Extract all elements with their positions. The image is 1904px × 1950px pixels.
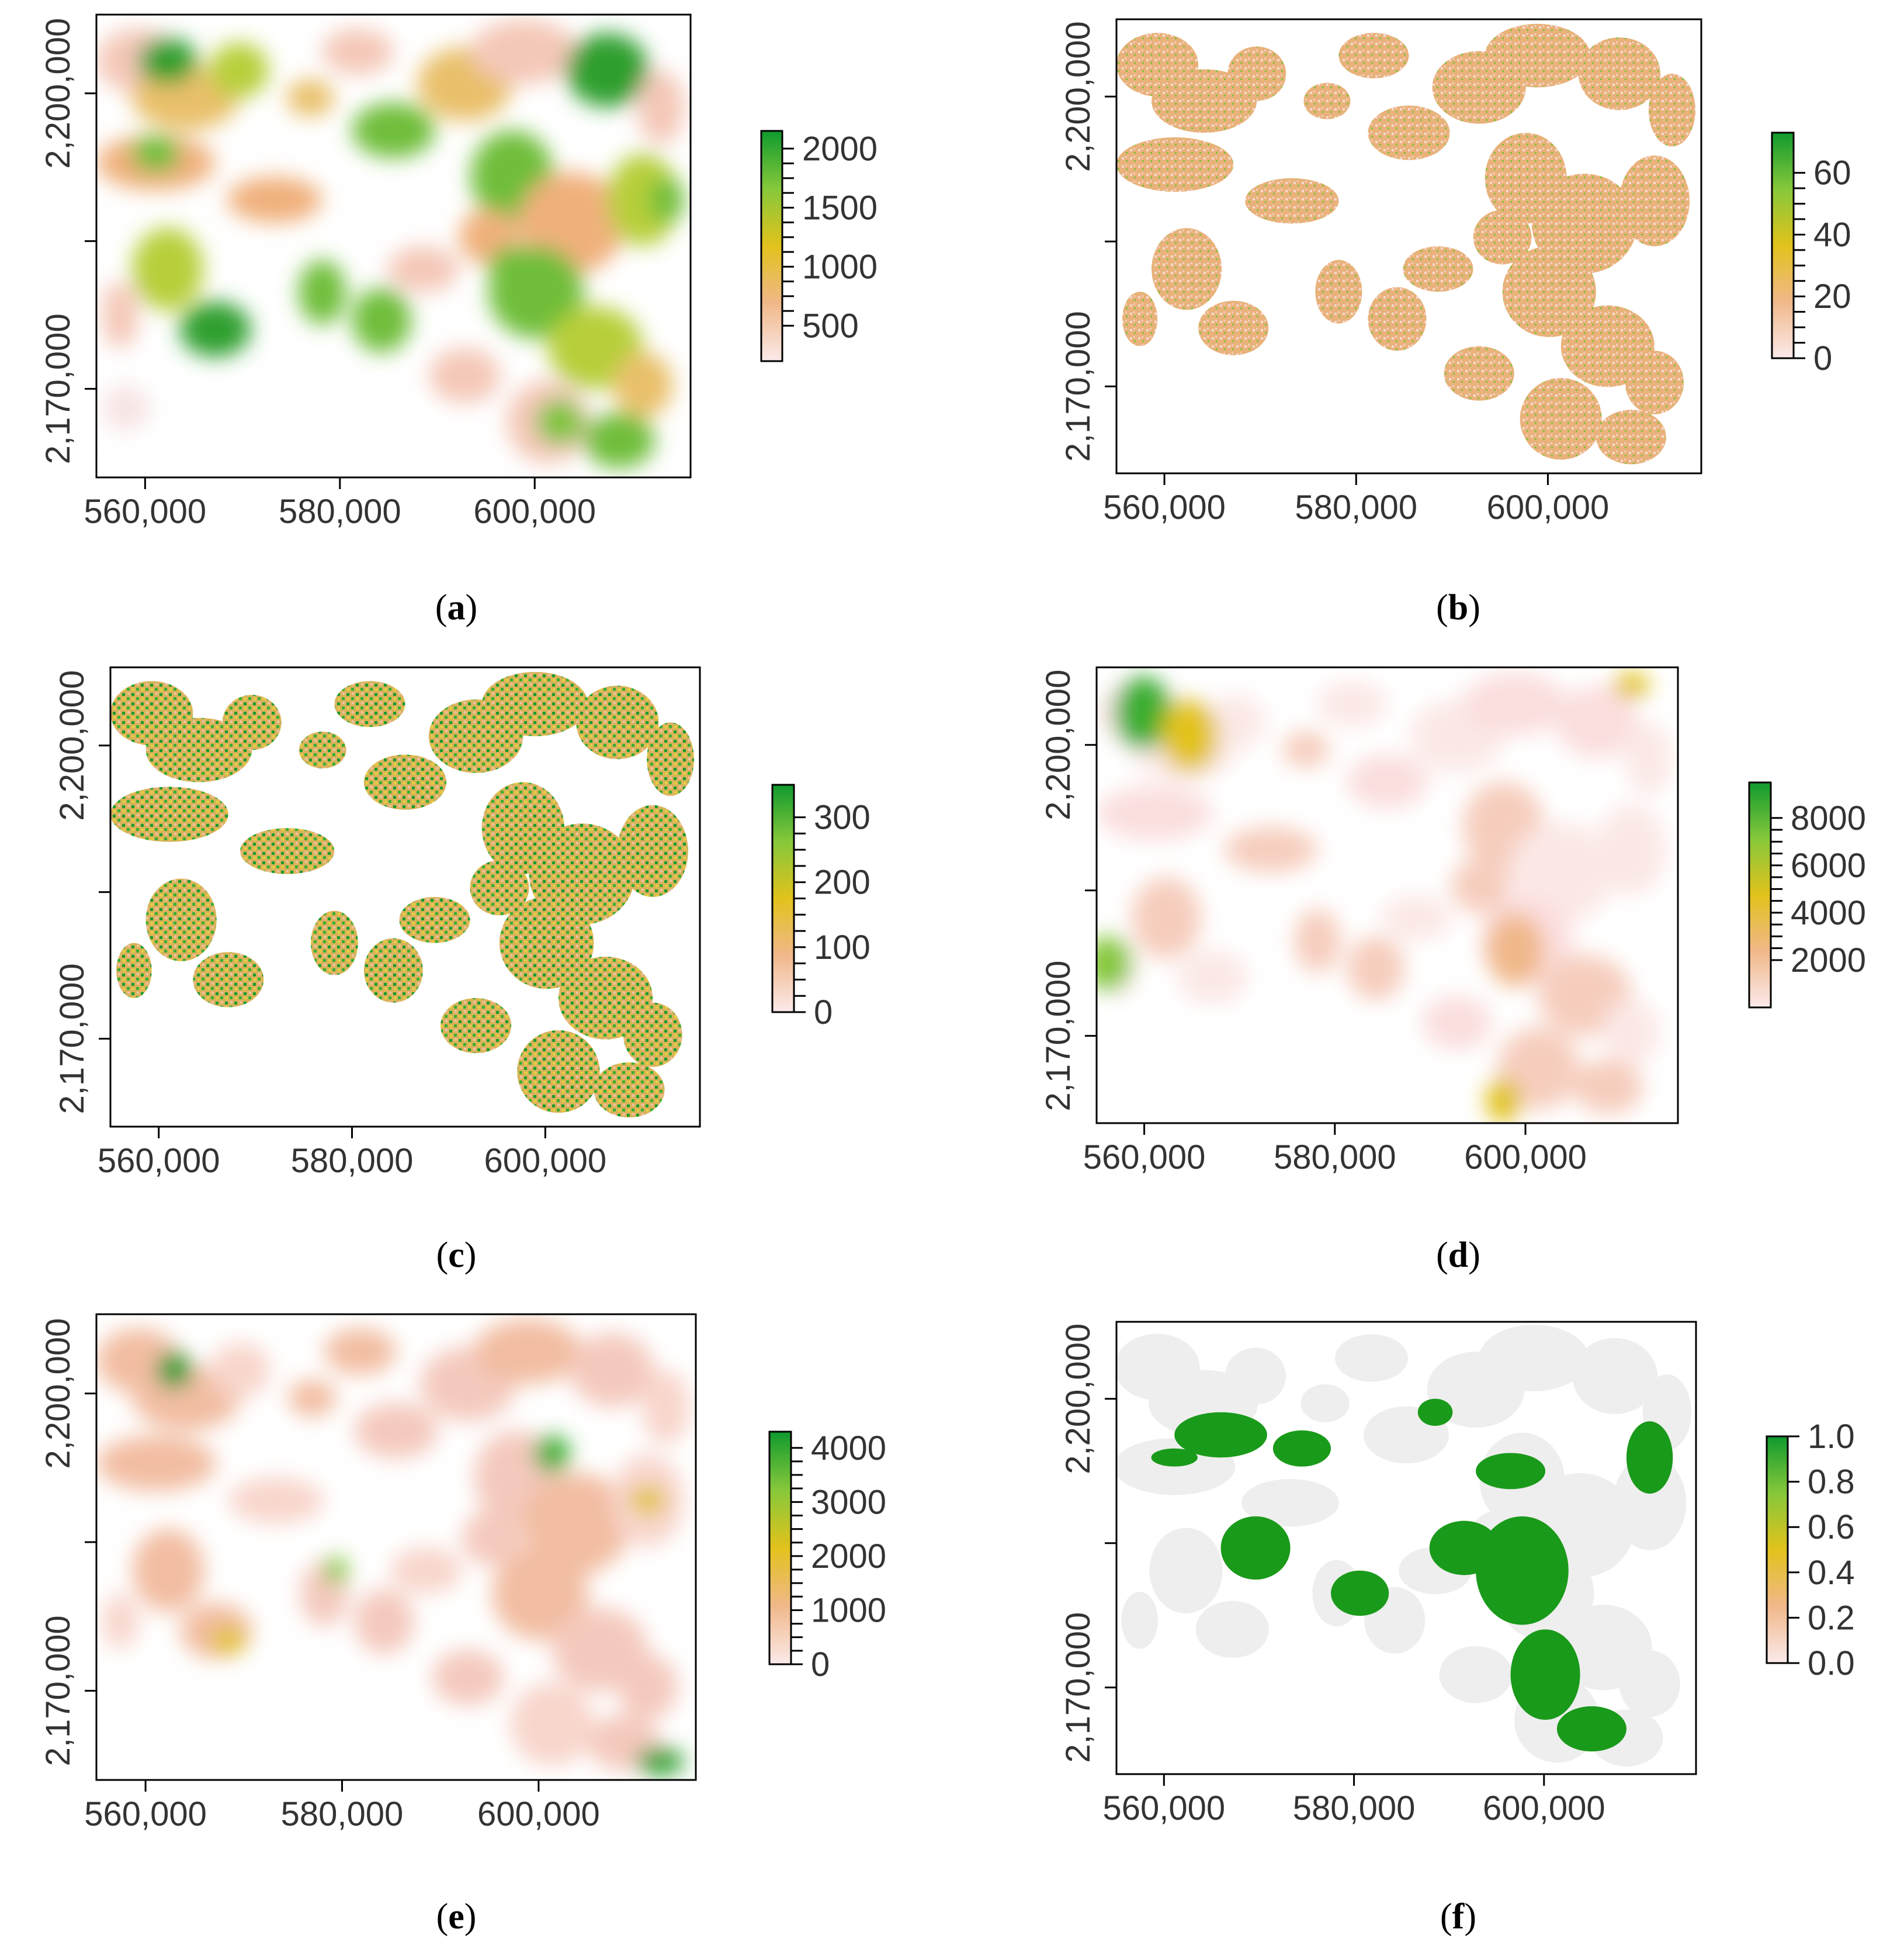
raster-e	[96, 1314, 696, 1780]
x-tick-label-d-2: 600,000	[1464, 1138, 1587, 1176]
y-tick-label-c-1: 2,200,000	[53, 670, 91, 821]
legend-label-a-1: 1000	[802, 248, 878, 286]
legend-label-f-3: 0.6	[1808, 1508, 1855, 1546]
map-frame-e	[95, 1313, 697, 1781]
legend-label-b-3: 60	[1813, 154, 1851, 192]
x-tick-label-a-1: 580,000	[279, 493, 401, 531]
legend-label-c-0: 0	[814, 993, 833, 1031]
map-frame-a	[95, 13, 692, 479]
legend-label-e-1: 1000	[811, 1591, 886, 1629]
y-tick-label-e-1: 2,200,000	[39, 1318, 77, 1469]
legend-label-e-4: 4000	[811, 1429, 886, 1467]
y-tick-label-b-1: 2,200,000	[1059, 21, 1097, 172]
raster-d	[1097, 667, 1678, 1123]
x-tick-label-c-2: 600,000	[484, 1142, 607, 1180]
map-frame-b	[1115, 18, 1702, 474]
y-tick-label-c-0: 2,170,000	[53, 963, 91, 1114]
legend-label-d-1: 4000	[1791, 894, 1866, 932]
legend-label-e-0: 0	[811, 1646, 830, 1684]
legend-label-b-0: 0	[1813, 340, 1832, 377]
legend-label-f-4: 0.8	[1808, 1463, 1855, 1501]
legend-label-a-3: 2000	[802, 130, 878, 168]
legend-label-b-2: 40	[1813, 216, 1851, 254]
panel-label-f: (f)	[1440, 1897, 1476, 1937]
panel-label-e: (e)	[436, 1897, 477, 1937]
map-frame-f	[1115, 1321, 1697, 1775]
x-tick-label-a-2: 600,000	[473, 493, 596, 531]
legend-label-d-3: 8000	[1791, 799, 1866, 837]
x-tick-label-e-0: 560,000	[84, 1795, 207, 1833]
y-tick-label-f-0: 2,170,000	[1059, 1612, 1097, 1763]
legend-bar-b	[1771, 131, 1795, 359]
y-tick-label-a-1: 2,200,000	[39, 18, 77, 169]
legend-bar-d	[1748, 781, 1772, 1009]
legend-bar-a	[760, 130, 783, 362]
y-tick-label-b-0: 2,170,000	[1059, 311, 1097, 462]
map-frame-c	[109, 666, 701, 1128]
panel-f: 560,000 580,000 600,000 2,170,000 2,200,000 0…	[1059, 1321, 1855, 1937]
y-tick-label-d-0: 2,170,000	[1039, 961, 1077, 1111]
legend-label-f-1: 0.2	[1808, 1599, 1855, 1637]
legend-label-c-2: 200	[814, 864, 871, 902]
legend-label-d-0: 2000	[1791, 941, 1866, 979]
raster-f	[1116, 1322, 1696, 1774]
x-tick-label-f-2: 600,000	[1483, 1789, 1605, 1827]
panel-c: 560,000 580,000 600,000 2,170,000 2,200,000 0…	[53, 666, 871, 1275]
legend-label-c-3: 300	[814, 799, 871, 837]
y-tick-label-a-0: 2,170,000	[39, 313, 77, 464]
panel-e: 560,000 580,000 600,000 2,170,000 2,200,000 0…	[39, 1313, 886, 1937]
x-tick-label-b-0: 560,000	[1103, 489, 1226, 527]
x-tick-label-d-0: 560,000	[1083, 1138, 1206, 1176]
x-tick-label-d-1: 580,000	[1274, 1138, 1396, 1176]
legend-label-b-1: 20	[1813, 278, 1851, 316]
panel-b: 560,000 580,000 600,000 2,170,000 2,200,000 0…	[1059, 18, 1851, 628]
legend-bar-c	[771, 784, 795, 1013]
legend-label-f-2: 0.4	[1808, 1554, 1855, 1592]
x-tick-label-b-2: 600,000	[1487, 489, 1610, 527]
x-tick-label-a-0: 560,000	[84, 493, 207, 531]
x-tick-label-c-1: 580,000	[291, 1142, 414, 1180]
y-tick-label-f-1: 2,200,000	[1059, 1324, 1097, 1474]
map-frame-d	[1095, 666, 1679, 1124]
panel-label-b: (b)	[1436, 588, 1480, 628]
legend-label-e-3: 3000	[811, 1483, 886, 1521]
panel-a: 560,000 580,000 600,000 2,170,000 2,200,000 5…	[39, 13, 878, 628]
panel-label-c: (c)	[436, 1235, 477, 1275]
legend-label-c-1: 100	[814, 929, 871, 967]
legend-label-a-0: 500	[802, 307, 859, 345]
legend-label-f-0: 0.0	[1808, 1644, 1855, 1682]
legend-bar-e	[768, 1431, 792, 1665]
x-tick-label-c-0: 560,000	[98, 1142, 220, 1180]
panel-label-d: (d)	[1436, 1235, 1480, 1275]
legend-label-e-2: 2000	[811, 1537, 886, 1575]
legend-label-f-5: 1.0	[1808, 1418, 1855, 1456]
y-tick-label-e-0: 2,170,000	[39, 1615, 77, 1766]
legend-bar-f	[1766, 1435, 1789, 1664]
x-tick-label-b-1: 580,000	[1295, 489, 1417, 527]
raster-c	[110, 667, 700, 1127]
x-tick-label-e-1: 580,000	[281, 1795, 404, 1833]
x-tick-label-f-0: 560,000	[1102, 1789, 1225, 1827]
legend-label-d-2: 6000	[1791, 847, 1866, 885]
raster-b	[1116, 19, 1701, 473]
x-tick-label-f-1: 580,000	[1293, 1789, 1416, 1827]
x-tick-label-e-2: 600,000	[477, 1795, 600, 1833]
legend-label-a-2: 1500	[802, 189, 878, 227]
panel-d: 560,000 580,000 600,000 2,170,000 2,200,000 2…	[1039, 666, 1866, 1275]
y-tick-label-d-1: 2,200,000	[1039, 670, 1077, 820]
panel-label-a: (a)	[435, 588, 477, 628]
raster-a	[96, 15, 691, 477]
